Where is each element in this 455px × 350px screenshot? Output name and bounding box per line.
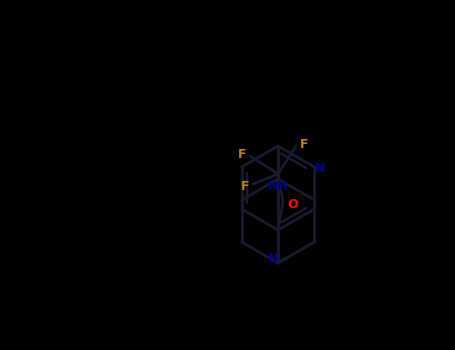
Text: F: F	[241, 180, 249, 193]
Text: NH: NH	[268, 181, 288, 194]
Text: O: O	[288, 197, 298, 210]
Text: F: F	[300, 138, 308, 150]
Text: N: N	[315, 162, 326, 175]
Text: F: F	[238, 147, 246, 161]
Text: N: N	[268, 252, 278, 265]
